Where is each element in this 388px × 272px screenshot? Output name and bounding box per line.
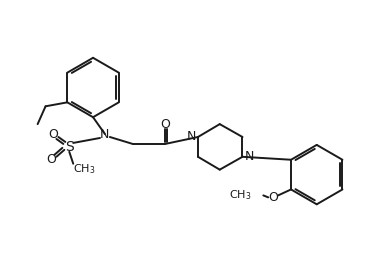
Text: O: O <box>160 118 170 131</box>
Text: S: S <box>65 140 74 154</box>
Text: N: N <box>244 150 254 163</box>
Text: N: N <box>100 128 109 141</box>
Text: O: O <box>47 153 56 166</box>
Text: CH$_3$: CH$_3$ <box>229 188 251 202</box>
Text: N: N <box>187 131 196 144</box>
Text: CH$_3$: CH$_3$ <box>73 162 96 175</box>
Text: O: O <box>268 191 278 204</box>
Text: O: O <box>48 128 58 141</box>
